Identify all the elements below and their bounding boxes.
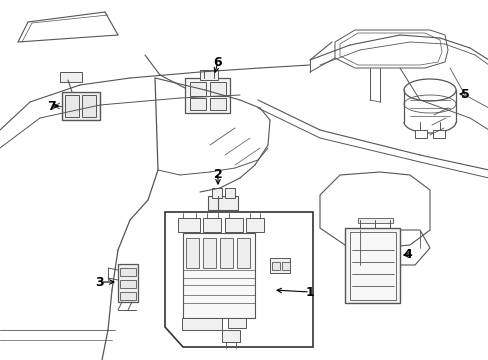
Bar	[60, 72, 82, 82]
Bar	[120, 268, 136, 276]
Bar	[237, 238, 249, 268]
Text: 1: 1	[305, 285, 314, 298]
Bar	[65, 95, 79, 117]
Bar	[62, 92, 100, 120]
Bar	[190, 82, 205, 96]
Bar	[200, 70, 218, 80]
Bar	[245, 218, 264, 232]
Bar	[178, 218, 200, 232]
Bar	[357, 218, 392, 223]
Bar	[222, 330, 240, 342]
Bar	[207, 196, 238, 210]
Bar	[185, 238, 199, 268]
Text: 5: 5	[460, 87, 468, 100]
Bar	[190, 98, 205, 110]
Bar	[227, 318, 245, 328]
Text: 2: 2	[213, 167, 222, 180]
Bar	[414, 130, 426, 138]
Bar	[282, 262, 289, 270]
Bar	[120, 292, 136, 300]
Bar	[345, 228, 399, 303]
Bar	[118, 264, 138, 302]
Text: 6: 6	[213, 55, 222, 68]
Bar	[432, 130, 444, 138]
Text: 4: 4	[403, 248, 411, 261]
Bar	[224, 218, 243, 232]
Bar	[209, 82, 225, 96]
Bar	[220, 238, 232, 268]
Bar	[82, 95, 96, 117]
Bar	[182, 318, 222, 330]
Bar	[269, 258, 289, 273]
Polygon shape	[164, 212, 312, 347]
Bar	[184, 78, 229, 113]
Bar	[120, 280, 136, 288]
Bar	[224, 188, 235, 198]
Bar	[209, 98, 225, 110]
Bar	[212, 188, 222, 198]
Bar	[271, 262, 280, 270]
Bar	[349, 232, 395, 300]
Bar	[183, 233, 254, 318]
Text: 7: 7	[47, 99, 56, 112]
Bar	[203, 238, 216, 268]
Bar	[203, 218, 221, 232]
Text: 3: 3	[96, 275, 104, 288]
